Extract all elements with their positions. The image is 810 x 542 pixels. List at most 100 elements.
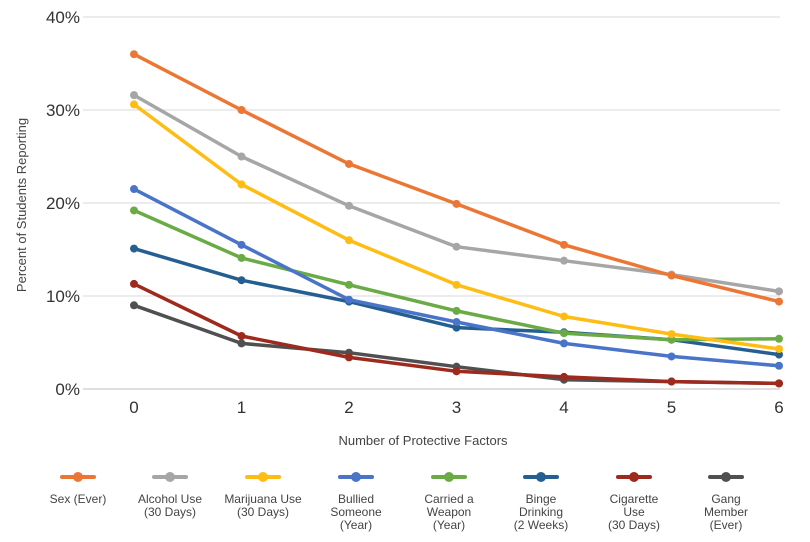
series-5 — [130, 244, 783, 359]
data-point — [560, 240, 568, 249]
data-point — [452, 318, 461, 327]
data-point — [345, 295, 353, 304]
legend-label: Sex (Ever) — [50, 492, 107, 506]
data-point — [560, 256, 568, 265]
data-point — [775, 297, 783, 306]
y-tick-label: 10% — [46, 287, 80, 306]
data-point — [452, 306, 461, 315]
data-point — [667, 335, 676, 344]
legend-label: (Year) — [433, 518, 465, 532]
data-point — [130, 185, 138, 194]
legend-label: Marijuana Use — [224, 492, 302, 506]
legend-swatch-marker — [351, 472, 361, 482]
legend-label: Carried a — [424, 492, 474, 506]
data-point — [560, 339, 568, 348]
y-axis-label: Percent of Students Reporting — [14, 118, 29, 292]
data-point — [452, 323, 461, 332]
data-point — [667, 330, 676, 339]
legend-label: Alcohol Use — [138, 492, 202, 506]
legend-label: (30 Days) — [144, 505, 196, 519]
legend-swatch-marker — [258, 472, 268, 482]
legend-label: Cigarette — [610, 492, 659, 506]
series-0 — [130, 50, 783, 306]
legend-swatch-marker — [536, 472, 546, 482]
y-tick-label: 40% — [46, 8, 80, 27]
legend-label: (Year) — [340, 518, 372, 532]
y-tick-label: 30% — [46, 101, 80, 120]
data-point — [237, 331, 246, 340]
legend-swatch-marker — [629, 472, 639, 482]
data-point — [775, 361, 783, 370]
series-2 — [130, 100, 783, 354]
legend-label: Someone — [330, 505, 382, 519]
data-point — [237, 253, 246, 262]
x-tick-label: 5 — [667, 398, 676, 417]
x-tick-label: 6 — [774, 398, 783, 417]
data-point — [130, 244, 138, 253]
series-lines — [130, 50, 783, 388]
y-axis-ticks: 0% 10% 20% 30% 40% — [46, 8, 80, 399]
data-point — [452, 367, 461, 376]
legend-swatch-marker — [721, 472, 731, 482]
legend-label: (Ever) — [710, 518, 743, 532]
data-point — [130, 301, 138, 310]
data-point — [237, 152, 246, 161]
legend: Sex (Ever) Alcohol Use(30 Days)Marijuana … — [50, 472, 748, 532]
legend-label: Gang — [711, 492, 740, 506]
legend-label: Use — [623, 505, 645, 519]
x-tick-label: 3 — [452, 398, 461, 417]
series-1 — [130, 91, 783, 296]
x-tick-label: 2 — [344, 398, 353, 417]
data-point — [237, 180, 246, 189]
legend-item: Marijuana Use(30 Days) — [224, 472, 302, 519]
data-point — [775, 287, 783, 296]
legend-label: Binge — [526, 492, 557, 506]
data-point — [237, 339, 246, 348]
legend-label: (30 Days) — [237, 505, 289, 519]
x-axis-ticks: 0 1 2 3 4 5 6 — [129, 398, 783, 417]
data-point — [130, 100, 138, 109]
legend-label: Member — [704, 505, 748, 519]
legend-label: Drinking — [519, 505, 563, 519]
x-axis-label: Number of Protective Factors — [338, 433, 508, 448]
data-point — [560, 372, 568, 381]
y-tick-label: 20% — [46, 194, 80, 213]
gridlines — [83, 16, 780, 390]
legend-label: Weapon — [427, 505, 471, 519]
data-point — [560, 312, 568, 321]
series-6 — [130, 279, 783, 388]
data-point — [667, 377, 676, 386]
data-point — [345, 280, 353, 289]
series-3 — [130, 185, 783, 370]
data-point — [345, 236, 353, 245]
series-4 — [130, 206, 783, 344]
legend-swatch-marker — [165, 472, 175, 482]
data-point — [345, 159, 353, 168]
y-tick-label: 0% — [55, 380, 80, 399]
legend-label: (30 Days) — [608, 518, 660, 532]
data-point — [130, 206, 138, 215]
legend-label: Bullied — [338, 492, 374, 506]
legend-label: (2 Weeks) — [514, 518, 568, 532]
x-tick-label: 0 — [129, 398, 138, 417]
data-point — [237, 276, 246, 285]
data-point — [130, 50, 138, 59]
legend-swatch-marker — [444, 472, 454, 482]
data-point — [130, 279, 138, 288]
data-point — [452, 242, 461, 251]
legend-item: Alcohol Use(30 Days) — [138, 472, 202, 519]
data-point — [130, 91, 138, 100]
data-point — [667, 352, 676, 361]
data-point — [775, 334, 783, 343]
x-tick-label: 4 — [559, 398, 568, 417]
data-point — [560, 329, 568, 338]
data-point — [775, 350, 783, 359]
data-point — [345, 353, 353, 362]
legend-item: Sex (Ever) — [50, 472, 107, 506]
legend-swatch-marker — [73, 472, 83, 482]
